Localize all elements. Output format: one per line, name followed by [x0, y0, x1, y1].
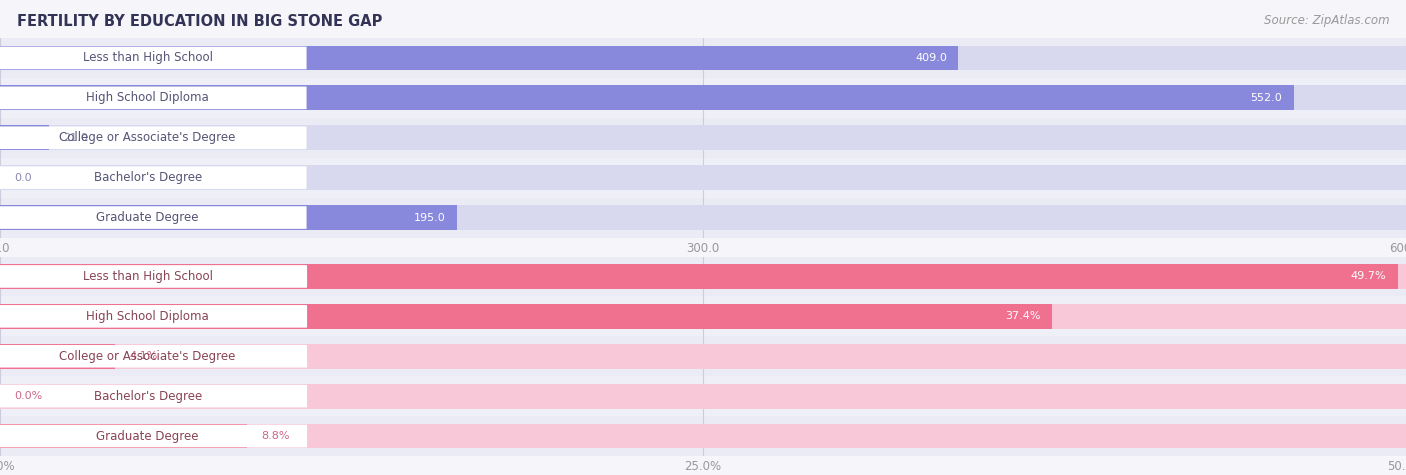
Bar — [0, 78, 1406, 118]
FancyBboxPatch shape — [0, 425, 307, 447]
FancyBboxPatch shape — [0, 47, 307, 69]
FancyBboxPatch shape — [0, 385, 307, 408]
Bar — [0, 296, 1406, 336]
Text: College or Associate's Degree: College or Associate's Degree — [59, 350, 236, 363]
Bar — [0, 205, 457, 230]
Text: FERTILITY BY EDUCATION IN BIG STONE GAP: FERTILITY BY EDUCATION IN BIG STONE GAP — [17, 14, 382, 29]
Text: 4.1%: 4.1% — [129, 351, 157, 361]
Text: Bachelor's Degree: Bachelor's Degree — [94, 171, 201, 184]
Text: 21.0: 21.0 — [63, 133, 89, 143]
Bar — [0, 336, 1406, 376]
Bar — [0, 304, 1406, 329]
Bar — [0, 424, 1406, 448]
Bar — [0, 416, 1406, 456]
FancyBboxPatch shape — [0, 206, 307, 229]
Bar — [0, 38, 1406, 78]
Text: 0.0%: 0.0% — [14, 391, 42, 401]
Text: Bachelor's Degree: Bachelor's Degree — [94, 390, 201, 403]
Bar — [0, 198, 1406, 238]
Text: Less than High School: Less than High School — [83, 51, 212, 65]
FancyBboxPatch shape — [0, 86, 307, 109]
FancyBboxPatch shape — [0, 345, 307, 368]
Bar — [0, 118, 1406, 158]
Bar — [0, 344, 1406, 369]
Text: 409.0: 409.0 — [915, 53, 948, 63]
FancyBboxPatch shape — [0, 305, 307, 328]
Bar — [0, 304, 1052, 329]
Bar — [0, 264, 1406, 289]
Bar — [0, 384, 1406, 408]
Text: High School Diploma: High School Diploma — [86, 310, 209, 323]
Bar — [0, 376, 1406, 416]
Bar — [0, 38, 1406, 78]
Text: College or Associate's Degree: College or Associate's Degree — [59, 131, 236, 144]
Text: Graduate Degree: Graduate Degree — [97, 211, 198, 224]
Bar — [0, 86, 1406, 110]
Text: Less than High School: Less than High School — [83, 270, 212, 283]
Text: Graduate Degree: Graduate Degree — [97, 429, 198, 443]
FancyBboxPatch shape — [0, 126, 307, 149]
Text: Source: ZipAtlas.com: Source: ZipAtlas.com — [1264, 14, 1389, 27]
Bar — [0, 46, 959, 70]
Text: 49.7%: 49.7% — [1351, 271, 1386, 282]
Bar — [0, 158, 1406, 198]
Bar — [0, 256, 1406, 296]
Bar — [0, 205, 1406, 230]
Bar — [0, 376, 1406, 416]
Bar — [0, 416, 1406, 456]
Bar — [0, 198, 1406, 238]
Text: 37.4%: 37.4% — [1005, 311, 1040, 322]
Bar — [0, 264, 1398, 289]
Bar — [0, 46, 1406, 70]
Bar — [0, 344, 115, 369]
Bar — [0, 296, 1406, 336]
Bar — [0, 125, 1406, 150]
Bar — [0, 336, 1406, 376]
FancyBboxPatch shape — [0, 166, 307, 189]
Text: High School Diploma: High School Diploma — [86, 91, 209, 104]
Bar — [0, 165, 1406, 190]
Bar — [0, 78, 1406, 118]
Text: 8.8%: 8.8% — [262, 431, 290, 441]
Text: 552.0: 552.0 — [1250, 93, 1282, 103]
Bar — [0, 118, 1406, 158]
Bar — [0, 86, 1294, 110]
Bar — [0, 424, 247, 448]
Bar — [0, 256, 1406, 296]
Bar — [0, 125, 49, 150]
Bar — [0, 158, 1406, 198]
FancyBboxPatch shape — [0, 265, 307, 288]
Text: 0.0: 0.0 — [14, 172, 32, 183]
Text: 195.0: 195.0 — [413, 212, 446, 223]
